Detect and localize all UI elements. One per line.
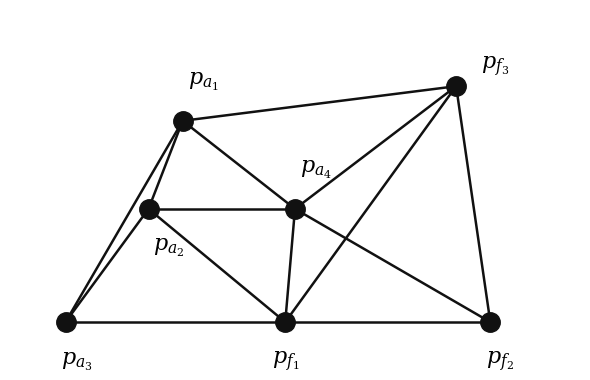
Text: $\mathit{p_{f_1}}$: $\mathit{p_{f_1}}$	[271, 350, 299, 374]
Text: $\mathit{p_{a_4}}$: $\mathit{p_{a_4}}$	[300, 158, 332, 180]
Text: $\mathit{p_{a_3}}$: $\mathit{p_{a_3}}$	[61, 350, 92, 372]
Text: $\mathit{p_{a_1}}$: $\mathit{p_{a_1}}$	[188, 70, 218, 92]
Text: $\mathit{p_{f_2}}$: $\mathit{p_{f_2}}$	[486, 350, 514, 374]
Text: $\mathit{p_{f_3}}$: $\mathit{p_{f_3}}$	[480, 55, 509, 79]
Text: $\mathit{p_{a_2}}$: $\mathit{p_{a_2}}$	[153, 237, 185, 259]
